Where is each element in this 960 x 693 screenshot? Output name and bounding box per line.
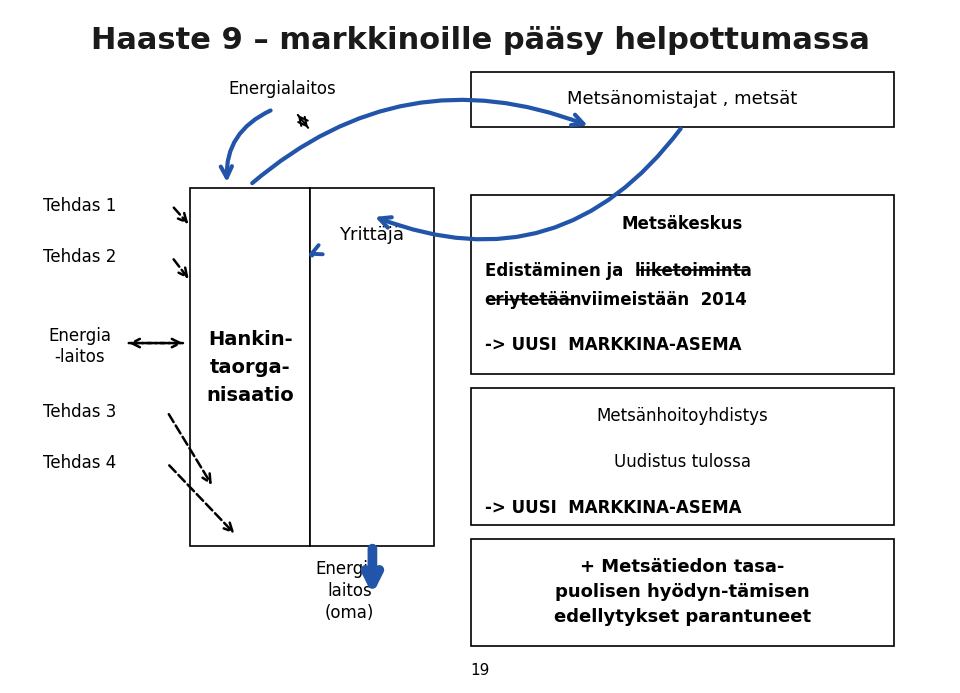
Text: Yrittäjä: Yrittäjä [340,226,404,244]
Text: Metsänomistajat , metsät: Metsänomistajat , metsät [567,90,798,108]
Text: Tehdas 2: Tehdas 2 [43,248,116,266]
FancyBboxPatch shape [190,188,310,546]
Text: viimeistään  2014: viimeistään 2014 [575,291,747,309]
FancyBboxPatch shape [470,195,894,374]
Text: Edistäminen ja: Edistäminen ja [485,262,629,280]
Text: -> UUSI  MARKKINA-ASEMA: -> UUSI MARKKINA-ASEMA [485,335,741,353]
Text: eriytetään: eriytetään [485,291,582,309]
Text: Energia
-laitos: Energia -laitos [49,327,111,366]
Text: -> UUSI  MARKKINA-ASEMA: -> UUSI MARKKINA-ASEMA [485,500,741,518]
Text: Haaste 9 – markkinoille pääsy helpottumassa: Haaste 9 – markkinoille pääsy helpottuma… [90,26,870,55]
Text: + Metsätiedon tasa-
puolisen hyödyn-tämisen
edellytykset parantuneet: + Metsätiedon tasa- puolisen hyödyn-tämi… [554,559,811,626]
Text: Energialaitos: Energialaitos [228,80,336,98]
Text: liiketoiminta: liiketoiminta [635,262,753,280]
FancyBboxPatch shape [470,388,894,525]
Text: Energia-
laitos
(oma): Energia- laitos (oma) [315,560,384,622]
FancyBboxPatch shape [470,539,894,646]
Text: Metsänhoitoyhdistys: Metsänhoitoyhdistys [596,407,768,425]
Text: Tehdas 4: Tehdas 4 [43,455,116,473]
Text: Tehdas 3: Tehdas 3 [43,403,116,421]
Text: Tehdas 1: Tehdas 1 [43,197,116,215]
Text: 19: 19 [470,663,490,678]
FancyBboxPatch shape [310,188,434,546]
FancyBboxPatch shape [470,71,894,127]
Text: Uudistus tulossa: Uudistus tulossa [613,453,751,471]
Text: Hankin-
taorga-
nisaatio: Hankin- taorga- nisaatio [206,330,294,405]
Text: Metsäkeskus: Metsäkeskus [622,215,743,233]
